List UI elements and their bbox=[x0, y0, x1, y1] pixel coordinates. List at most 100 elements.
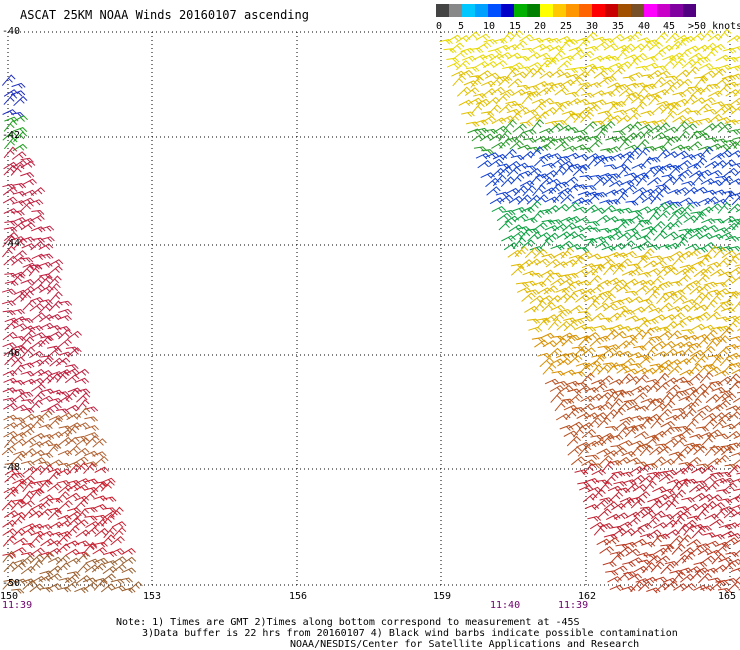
wind-barb bbox=[714, 227, 729, 234]
wind-barb bbox=[541, 219, 556, 225]
wind-barb bbox=[11, 151, 27, 160]
wind-barb bbox=[639, 444, 654, 457]
wind-barb bbox=[577, 135, 592, 143]
wind-barb bbox=[725, 315, 740, 322]
wind-barb bbox=[686, 443, 701, 455]
colorbar-swatch bbox=[527, 4, 540, 17]
wind-barb bbox=[734, 380, 740, 385]
wind-barb bbox=[13, 131, 28, 143]
wind-barb bbox=[38, 261, 53, 268]
wind-barb bbox=[690, 260, 706, 268]
wind-barb bbox=[544, 232, 560, 242]
wind-barb bbox=[679, 86, 695, 96]
wind-barb bbox=[658, 302, 673, 312]
wind-barb bbox=[686, 162, 702, 170]
wind-barb bbox=[513, 131, 528, 142]
wind-barb bbox=[547, 347, 562, 358]
wind-barb bbox=[723, 191, 737, 204]
wind-barb bbox=[13, 346, 28, 356]
wind-barb bbox=[662, 577, 678, 584]
wind-barb bbox=[4, 473, 19, 483]
wind-barb bbox=[648, 94, 663, 106]
wind-barb bbox=[725, 56, 739, 63]
wind-barb bbox=[670, 289, 686, 296]
wind-barb bbox=[674, 187, 690, 194]
wind-barb bbox=[620, 240, 636, 250]
wind-barb bbox=[620, 527, 636, 537]
wind-barb bbox=[539, 37, 554, 44]
wind-barb bbox=[619, 151, 635, 159]
wind-barb bbox=[93, 579, 108, 591]
wind-barb bbox=[719, 354, 734, 367]
wind-barb bbox=[555, 287, 570, 294]
wind-barb bbox=[37, 508, 53, 518]
wind-barb bbox=[542, 340, 558, 348]
wind-barb bbox=[618, 297, 634, 304]
wind-barb bbox=[524, 247, 539, 259]
wind-barb bbox=[67, 516, 82, 527]
lat-label: -40 bbox=[2, 26, 21, 37]
wind-barb bbox=[599, 545, 614, 554]
wind-barb bbox=[539, 176, 554, 187]
wind-barb bbox=[679, 547, 695, 557]
wind-barb bbox=[647, 69, 663, 79]
wind-barb bbox=[4, 220, 18, 226]
wind-barb bbox=[56, 391, 70, 397]
wind-barb bbox=[10, 273, 25, 285]
wind-barb bbox=[724, 344, 739, 350]
wind-barb bbox=[712, 160, 728, 169]
wind-barb bbox=[509, 140, 524, 150]
wind-barb bbox=[488, 48, 502, 55]
colorbar-label: 35 bbox=[612, 21, 625, 32]
wind-barb bbox=[681, 582, 696, 592]
wind-barb bbox=[632, 392, 648, 402]
wind-barb bbox=[607, 283, 623, 294]
wind-barb bbox=[539, 128, 554, 135]
wind-barb bbox=[20, 460, 35, 467]
wind-barb bbox=[439, 39, 453, 45]
wind-barb bbox=[574, 71, 590, 80]
wind-barb bbox=[711, 386, 726, 393]
wind-barb bbox=[663, 438, 679, 446]
wind-barb bbox=[714, 105, 729, 115]
wind-barb bbox=[2, 331, 18, 341]
wind-barb bbox=[701, 434, 716, 446]
wind-barb bbox=[636, 147, 651, 160]
wind-barb bbox=[719, 326, 734, 338]
wind-barb bbox=[458, 69, 474, 77]
wind-barb bbox=[556, 155, 571, 162]
wind-barb bbox=[665, 414, 681, 421]
wind-barb bbox=[672, 489, 687, 501]
wind-barb bbox=[605, 570, 619, 576]
wind-barb bbox=[621, 451, 636, 458]
wind-barb bbox=[552, 103, 567, 115]
wind-barb bbox=[38, 410, 53, 421]
wind-barb bbox=[655, 372, 670, 385]
wind-barb bbox=[676, 130, 690, 143]
wind-barb bbox=[20, 317, 34, 324]
wind-barb bbox=[625, 548, 641, 557]
wind-barb bbox=[540, 269, 555, 277]
wind-barb bbox=[594, 127, 609, 140]
wind-barb bbox=[562, 164, 576, 176]
wind-barb bbox=[695, 389, 710, 401]
wind-barb bbox=[529, 272, 544, 279]
wind-barb bbox=[599, 54, 614, 62]
wind-barb bbox=[721, 215, 737, 224]
wind-barb bbox=[639, 128, 654, 140]
wind-barb bbox=[695, 274, 710, 285]
wind-barb bbox=[651, 49, 667, 59]
wind-barb bbox=[669, 164, 684, 176]
wind-barb bbox=[584, 204, 599, 214]
wind-barb bbox=[630, 527, 645, 537]
wind-barb bbox=[727, 129, 740, 135]
wind-barb bbox=[635, 491, 651, 500]
wind-barb bbox=[651, 132, 667, 140]
wind-barb bbox=[652, 260, 667, 268]
wind-barb bbox=[719, 477, 735, 484]
wind-barb bbox=[735, 208, 740, 213]
wind-barb bbox=[576, 385, 591, 394]
wind-barb bbox=[728, 362, 740, 369]
wind-barb bbox=[527, 200, 542, 212]
wind-barb bbox=[725, 235, 740, 242]
